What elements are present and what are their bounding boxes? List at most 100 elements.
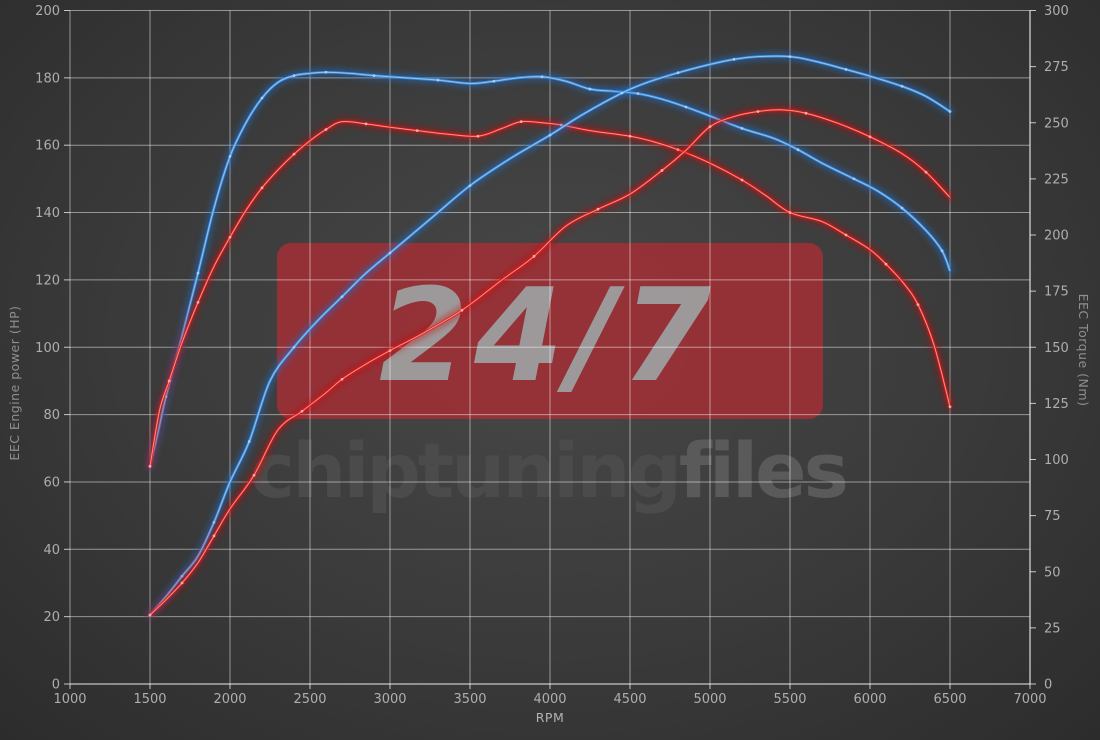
tuned-power-hp-marker xyxy=(340,295,344,299)
y-left-tick-label: 60 xyxy=(43,475,60,490)
y-right-tick-label: 225 xyxy=(1044,172,1069,187)
stock-torque-nm-marker xyxy=(676,148,680,152)
tuned-torque-nm-marker xyxy=(492,79,496,83)
stock-torque-nm-marker xyxy=(916,303,920,306)
y-right-tick-label: 175 xyxy=(1044,285,1069,300)
stock-torque-nm-marker xyxy=(519,120,523,124)
x-tick-label: 3500 xyxy=(453,692,486,707)
stock-torque-nm-marker xyxy=(324,128,328,131)
tuned-torque-nm-marker xyxy=(900,206,904,210)
stock-power-hp-marker xyxy=(660,169,664,172)
stock-torque-nm-marker xyxy=(228,235,232,239)
y-left-tick-label: 180 xyxy=(35,71,60,86)
stock-power-hp-marker xyxy=(924,170,928,174)
watermark-badge-text: 24/7 xyxy=(379,262,717,411)
tuned-power-hp-marker xyxy=(788,55,792,59)
stock-torque-nm-marker xyxy=(476,134,480,138)
tuned-torque-nm-marker xyxy=(228,155,232,158)
y-right-tick-label: 25 xyxy=(1044,621,1061,636)
stock-torque-nm-marker xyxy=(844,233,848,237)
stock-torque-nm-core xyxy=(149,120,951,467)
y-left-tick-label: 80 xyxy=(43,408,60,423)
tuned-power-hp-marker xyxy=(388,251,392,255)
curve-layer xyxy=(146,52,954,619)
y-right-tick-label: 150 xyxy=(1044,341,1069,356)
y-axis-title-left: EEC Engine power (HP) xyxy=(7,305,22,460)
tuned-power-hp-marker xyxy=(676,71,680,75)
stock-torque-nm-marker xyxy=(292,152,296,156)
x-tick-label: 2000 xyxy=(213,692,246,707)
y-right-tick-label: 75 xyxy=(1044,509,1061,524)
stock-power-hp-marker xyxy=(252,473,256,477)
stock-power-hp-marker xyxy=(708,125,712,129)
tuned-power-hp-marker xyxy=(732,57,736,61)
stock-power-hp-marker xyxy=(596,207,600,211)
stock-torque-nm-marker xyxy=(628,134,632,138)
stock-power-hp-marker xyxy=(388,349,392,353)
tuned-torque-nm-marker xyxy=(196,271,200,275)
stock-torque-nm-marker xyxy=(260,186,264,190)
stock-torque-nm-marker xyxy=(740,178,744,182)
tuned-torque-nm-marker xyxy=(940,249,944,253)
y-right-tick-label: 50 xyxy=(1044,565,1061,580)
y-left-tick-label: 20 xyxy=(43,610,60,625)
stock-power-hp-marker xyxy=(340,377,344,381)
stock-power-hp-marker xyxy=(868,135,872,139)
tuned-power-hp-marker xyxy=(844,68,848,71)
x-tick-label: 6000 xyxy=(853,692,886,707)
tuned-power-hp-marker xyxy=(548,133,552,137)
y-left-tick-label: 200 xyxy=(35,4,60,19)
stock-power-hp-marker xyxy=(804,111,808,115)
stock-torque-nm-marker xyxy=(948,405,952,409)
watermark-brand-light: files xyxy=(679,426,846,515)
watermark-brand-dark: chiptuning xyxy=(250,426,679,515)
tuned-power-hp-core xyxy=(149,55,951,616)
stock-power-hp-marker xyxy=(756,110,760,113)
x-tick-label: 7000 xyxy=(1013,692,1046,707)
x-tick-label: 1500 xyxy=(133,692,166,707)
stock-torque-nm-marker xyxy=(148,464,152,468)
x-tick-label: 5000 xyxy=(693,692,726,707)
tuned-torque-nm-marker xyxy=(636,92,640,95)
tuned-torque-nm-marker xyxy=(260,96,264,100)
stock-torque-nm-marker xyxy=(196,300,200,304)
stock-power-hp-marker xyxy=(460,308,464,312)
y-right-tick-label: 0 xyxy=(1044,678,1052,693)
tuned-power-hp-curve xyxy=(146,52,954,619)
tuned-torque-nm-marker xyxy=(796,148,800,152)
tuned-torque-nm-marker xyxy=(372,74,376,78)
tuned-power-hp-marker xyxy=(292,345,296,349)
y-right-tick-label: 200 xyxy=(1044,229,1069,244)
tuned-power-hp-marker xyxy=(948,110,952,113)
tuned-torque-nm-marker xyxy=(684,105,688,109)
stock-power-hp-marker xyxy=(532,254,536,258)
x-tick-label: 4500 xyxy=(613,692,646,707)
y-left-tick-label: 0 xyxy=(52,678,60,693)
stock-power-hp-curve xyxy=(146,106,954,619)
tuned-torque-nm-marker xyxy=(540,75,544,79)
grid-layer xyxy=(69,10,1031,685)
x-tick-label: 6500 xyxy=(933,692,966,707)
tuned-torque-nm-marker xyxy=(740,126,744,130)
x-tick-label: 3000 xyxy=(373,692,406,707)
x-tick-label: 2500 xyxy=(293,692,326,707)
x-tick-label: 4000 xyxy=(533,692,566,707)
y-left-tick-label: 140 xyxy=(35,206,60,221)
stock-torque-nm-marker xyxy=(167,379,171,383)
y-axis-title-right: EEC Torque (Nm) xyxy=(1076,294,1091,407)
tuned-power-hp-marker xyxy=(620,91,624,95)
tuned-torque-nm-marker xyxy=(852,177,856,181)
tuned-torque-nm-marker xyxy=(324,70,328,74)
x-tick-label: 1000 xyxy=(53,692,86,707)
tuned-torque-nm-marker xyxy=(588,87,592,91)
tuned-torque-nm-marker xyxy=(436,78,440,82)
stock-power-hp-marker xyxy=(212,534,216,538)
y-right-tick-label: 125 xyxy=(1044,397,1069,412)
tuned-power-hp-marker xyxy=(247,440,251,443)
y-left-tick-label: 120 xyxy=(35,273,60,288)
x-axis-title: RPM xyxy=(536,710,565,725)
stock-power-hp-marker xyxy=(148,613,152,617)
watermark-brand-text: chiptuningfiles xyxy=(250,426,846,515)
stock-torque-nm-marker xyxy=(788,211,792,214)
